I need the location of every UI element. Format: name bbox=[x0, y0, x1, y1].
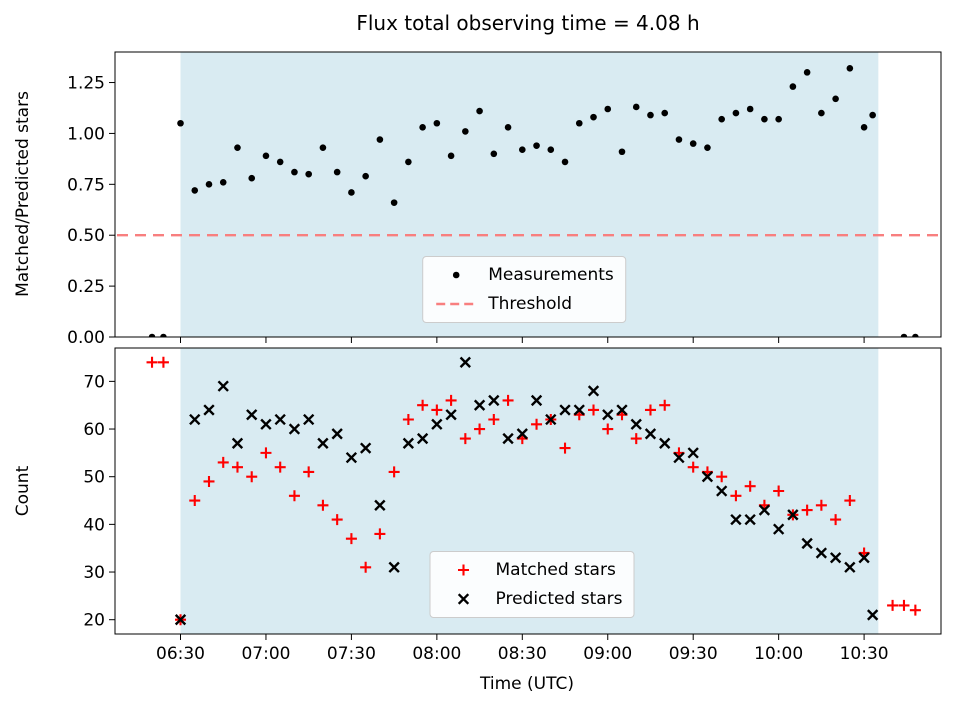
x-tick-label: 08:00 bbox=[412, 644, 461, 664]
x-tick-label: 07:00 bbox=[241, 644, 290, 664]
bottom-y-axis-label: Count bbox=[13, 465, 33, 516]
x-tick-label: 09:00 bbox=[583, 644, 632, 664]
x-axis-label: Time (UTC) bbox=[479, 674, 574, 694]
x-tick-label: 08:30 bbox=[498, 644, 547, 664]
top-y-axis-label: Matched/Predicted stars bbox=[13, 91, 33, 297]
x-tick-label: 06:30 bbox=[156, 644, 205, 664]
y-tick-label: 0.50 bbox=[67, 226, 105, 246]
legend-label-measurements: Measurements bbox=[488, 265, 614, 285]
y-tick-label: 1.25 bbox=[67, 74, 105, 94]
dashed-line-icon bbox=[436, 302, 477, 306]
axes-frame bbox=[114, 51, 942, 338]
x-tick-label: 09:30 bbox=[669, 644, 718, 664]
legend-item-threshold: Threshold bbox=[434, 294, 614, 314]
legend-label-predicted-stars: Predicted stars bbox=[495, 589, 623, 609]
dot-marker-icon bbox=[452, 271, 460, 279]
legend-label-matched-stars: Matched stars bbox=[495, 560, 616, 580]
bottom-legend: Matched stars Predicted stars bbox=[429, 551, 635, 618]
y-tick-label: 0.25 bbox=[67, 277, 105, 297]
y-tick-label: 0.00 bbox=[67, 328, 105, 348]
plus-marker-icon bbox=[458, 564, 469, 576]
y-tick-label: 20 bbox=[83, 611, 105, 631]
x-tick-label: 10:30 bbox=[840, 644, 889, 664]
series-predicted-stars bbox=[174, 356, 879, 626]
top-legend: Measurements Threshold bbox=[422, 256, 626, 323]
y-tick-label: 1.00 bbox=[67, 124, 105, 144]
axes-frame bbox=[114, 347, 942, 635]
x-tick-label: 07:30 bbox=[327, 644, 376, 664]
series-measurements bbox=[148, 64, 919, 337]
chart-title: Flux total observing time = 4.08 h bbox=[356, 11, 700, 35]
y-tick-label: 50 bbox=[83, 468, 105, 488]
legend-label-threshold: Threshold bbox=[488, 294, 572, 314]
x-marker-icon bbox=[457, 593, 470, 605]
y-tick-label: 60 bbox=[83, 420, 105, 440]
y-tick-label: 30 bbox=[83, 563, 105, 583]
legend-item-measurements: Measurements bbox=[434, 265, 614, 285]
y-tick-label: 40 bbox=[83, 515, 105, 535]
series-matched-stars bbox=[146, 356, 921, 626]
y-tick-label: 0.75 bbox=[67, 175, 105, 195]
legend-item-matched-stars: Matched stars bbox=[442, 560, 623, 580]
y-tick-label: 70 bbox=[83, 372, 105, 392]
x-tick-label: 10:00 bbox=[754, 644, 803, 664]
legend-item-predicted-stars: Predicted stars bbox=[442, 589, 623, 609]
